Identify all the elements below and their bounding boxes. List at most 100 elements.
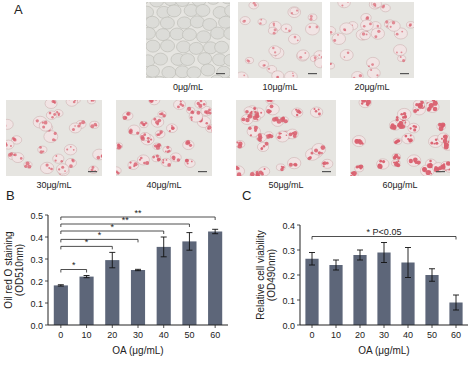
lipid-droplet	[77, 124, 80, 127]
cell	[352, 136, 365, 147]
cell	[39, 121, 52, 132]
x-tick	[384, 325, 385, 328]
lipid-droplet	[156, 144, 160, 148]
lipid-droplet	[444, 143, 449, 148]
error-cap	[109, 252, 115, 253]
error-cap	[429, 281, 435, 282]
image-caption: 30μg/mL	[36, 180, 71, 190]
bar	[425, 275, 438, 325]
cell	[332, 33, 345, 44]
x-tick	[336, 325, 337, 328]
cell	[256, 133, 266, 141]
cell	[156, 29, 170, 41]
lipid-droplet	[314, 56, 317, 59]
lipid-droplet	[167, 151, 169, 153]
cell	[308, 14, 317, 21]
cell	[367, 68, 380, 78]
lipid-droplet	[94, 123, 97, 126]
lipid-droplet	[318, 151, 321, 154]
cell	[338, 2, 351, 8]
lipid-droplet	[441, 138, 443, 140]
lipid-droplet	[190, 116, 193, 119]
panel-label: B	[6, 188, 15, 203]
lipid-droplet	[429, 171, 432, 174]
error-stem	[163, 237, 164, 257]
lipid-droplet	[92, 166, 95, 169]
cell	[259, 60, 269, 68]
cell	[182, 29, 196, 41]
lipid-droplet	[377, 30, 380, 33]
cell	[189, 42, 203, 54]
cell	[189, 111, 202, 122]
lipid-droplet	[156, 123, 159, 126]
error-cap	[212, 229, 218, 230]
cell	[292, 108, 303, 117]
x-tick-label: 0	[309, 330, 314, 340]
lipid-droplet	[276, 76, 279, 78]
lipid-droplet	[294, 36, 297, 39]
lipid-droplet	[447, 144, 449, 146]
lipid-droplet	[277, 135, 281, 139]
x-tick-label: 30	[379, 330, 389, 340]
lipid-droplet	[409, 127, 411, 129]
lipid-droplet	[39, 146, 42, 149]
bar	[80, 277, 94, 325]
lipid-droplet	[433, 107, 438, 112]
significance-bracket: *	[61, 230, 138, 243]
cell	[361, 20, 374, 31]
marks	[305, 243, 462, 326]
lipid-droplet	[292, 72, 294, 74]
cell	[322, 159, 333, 168]
x-tick-label: 40	[159, 330, 169, 340]
cell	[312, 143, 326, 155]
cell	[276, 131, 289, 142]
lipid-droplet	[186, 140, 190, 144]
micrograph	[330, 2, 414, 78]
cell	[206, 125, 212, 133]
cell	[146, 2, 150, 4]
error-cap	[333, 270, 339, 271]
lipid-droplet	[286, 134, 288, 136]
lipid-droplet	[129, 161, 131, 163]
lipid-droplet	[266, 109, 270, 113]
lipid-droplet	[356, 166, 359, 169]
cell	[219, 16, 230, 28]
lipid-droplet	[377, 25, 379, 27]
lipid-droplet	[129, 129, 132, 132]
cell	[170, 28, 184, 40]
x-tick-label: 50	[427, 330, 437, 340]
lipid-droplet	[61, 166, 64, 169]
lipid-droplet	[347, 2, 349, 3]
lipid-droplet	[409, 138, 413, 142]
cell	[381, 4, 391, 12]
lipid-droplet	[162, 159, 164, 161]
lipid-droplet	[374, 35, 377, 38]
cell	[211, 27, 225, 39]
lipid-droplet	[435, 142, 438, 145]
lipid-droplet	[296, 114, 298, 116]
x-axis-label: OA (μg/mL)	[112, 345, 163, 356]
lipid-droplet	[55, 155, 57, 157]
cell	[224, 77, 230, 78]
lipid-droplet	[261, 147, 263, 149]
marks	[54, 229, 222, 325]
lipid-droplet	[253, 2, 256, 5]
lipid-droplet	[413, 128, 416, 131]
cell	[288, 34, 300, 44]
error-cap	[357, 260, 363, 261]
micrograph	[116, 100, 212, 176]
lipid-droplet	[299, 56, 302, 59]
image-background	[238, 2, 322, 78]
error-cap	[58, 284, 64, 285]
bar	[105, 260, 119, 325]
scale-bar	[308, 73, 317, 74]
cell	[24, 162, 32, 168]
lipid-droplet	[207, 125, 211, 129]
cell	[161, 158, 171, 166]
cell	[153, 76, 167, 78]
cell	[88, 100, 96, 104]
lipid-droplet	[13, 138, 16, 141]
lipid-droplet	[254, 108, 256, 110]
error-bar	[429, 269, 435, 282]
cell	[6, 119, 13, 129]
